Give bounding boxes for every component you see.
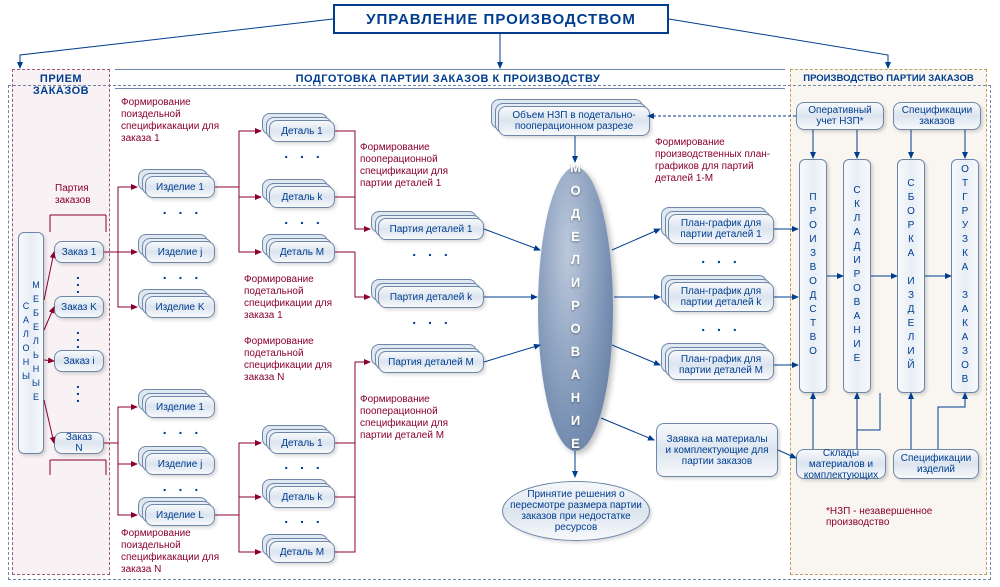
dots-dt2: . . . <box>283 211 325 227</box>
det-t-1: Деталь 1 <box>269 120 335 142</box>
op-specM: Формирование пооперационной спецификации… <box>360 394 475 442</box>
op-spec1: Формирование пооперационной спецификации… <box>360 142 475 190</box>
dots-i1: . . . <box>160 201 205 217</box>
footnote: *НЗП - незавершенное производство <box>826 506 976 528</box>
col-assy: СБОРКА ИЗДЕЛИЙ <box>897 159 925 393</box>
batch-label: Партия заказов <box>55 183 110 207</box>
item1-j: Изделие j <box>145 241 215 263</box>
dots-db1: . . . <box>283 456 325 472</box>
item1-1: Изделие 1 <box>145 176 215 198</box>
dots-i4: . . . <box>160 478 205 494</box>
modeling-ellipse: МОДЕЛИРОВАНИЕ <box>538 167 613 451</box>
order-i: Заказ i <box>54 350 104 372</box>
warehouse: Склады материалов и комплектующих <box>796 449 886 479</box>
dots-orders-3: ... <box>70 380 90 401</box>
dots-p2: . . . <box>700 318 742 334</box>
dots-p1: . . . <box>700 250 742 266</box>
dots-pb1: . . . <box>411 243 453 259</box>
order-k: Заказ K <box>54 296 104 318</box>
det-spec1: Формирование подетальной спецификации дл… <box>244 274 344 322</box>
dots-i3: . . . <box>160 421 205 437</box>
item2-1: Изделие 1 <box>145 396 215 418</box>
dots-dt1: . . . <box>283 145 325 161</box>
det-b-m: Деталь M <box>269 541 335 563</box>
item-specs: Спецификации изделий <box>893 449 979 479</box>
plan-m: План-график для партии деталей M <box>668 350 774 380</box>
item2-l: Изделие L <box>145 504 215 526</box>
modeling-text: МОДЕЛИРОВАНИЕ <box>568 160 583 459</box>
dots-pb2: . . . <box>411 311 453 327</box>
request: Заявка на материалы и комплектующие для … <box>656 423 778 477</box>
pb-k: Партия деталей k <box>378 286 484 308</box>
pb-m: Партия деталей M <box>378 351 484 373</box>
col-ship: ОТГРУЗКА ЗАКАЗОВ <box>951 159 979 393</box>
dots-i2: . . . <box>160 266 205 282</box>
main-title: УПРАВЛЕНИЕ ПРОИЗВОДСТВОМ <box>333 4 669 34</box>
spec1-label: Формирование поиздельной спецификакации … <box>121 97 226 145</box>
dots-db2: . . . <box>283 510 325 526</box>
nzp-acct: Оперативный учет НЗП* <box>796 102 884 130</box>
order-n: Заказ N <box>54 432 104 454</box>
dots-orders-2: ... <box>70 326 90 347</box>
det-b-k: Деталь k <box>269 486 335 508</box>
order-1: Заказ 1 <box>54 241 104 263</box>
det-specN: Формирование подетальной спецификации дл… <box>244 336 344 384</box>
dots-orders-1: ... <box>70 271 90 292</box>
specN-label: Формирование поиздельной спецификакации … <box>121 528 226 576</box>
col-prod: ПРОИЗВОДСТВО <box>799 159 827 393</box>
col-stor: СКЛАДИРОВАНИЕ <box>843 159 871 393</box>
diagram-container: УПРАВЛЕНИЕ ПРОИЗВОДСТВОМ ПРИЕМ ЗАКАЗОВ П… <box>0 0 1000 587</box>
section-prod: ПРОИЗВОДСТВО ПАРТИИ ЗАКАЗОВ <box>791 73 986 84</box>
decision: Принятие решения о пересмотре размера па… <box>502 481 650 541</box>
item2-j: Изделие j <box>145 453 215 475</box>
det-b-1: Деталь 1 <box>269 432 335 454</box>
pb-1: Партия деталей 1 <box>378 218 484 240</box>
det-t-m: Деталь M <box>269 241 335 263</box>
section-intake: ПРИЕМ ЗАКАЗОВ <box>14 73 108 97</box>
prep-header-line <box>115 69 785 89</box>
order-specs: Спецификации заказов <box>893 102 981 130</box>
plan-k: План-график для партии деталей k <box>668 282 774 312</box>
item1-k: Изделие K <box>145 296 215 318</box>
plan-label: Формирование производственных план-графи… <box>655 137 785 185</box>
plan-1: План-график для партии деталей 1 <box>668 214 774 244</box>
det-t-k: Деталь k <box>269 186 335 208</box>
nzp-vol: Объем НЗП в подетально-пооперационном ра… <box>498 106 650 136</box>
salons-box: МЕБЕЛЬНЫЕ САЛОНЫ <box>18 232 44 454</box>
